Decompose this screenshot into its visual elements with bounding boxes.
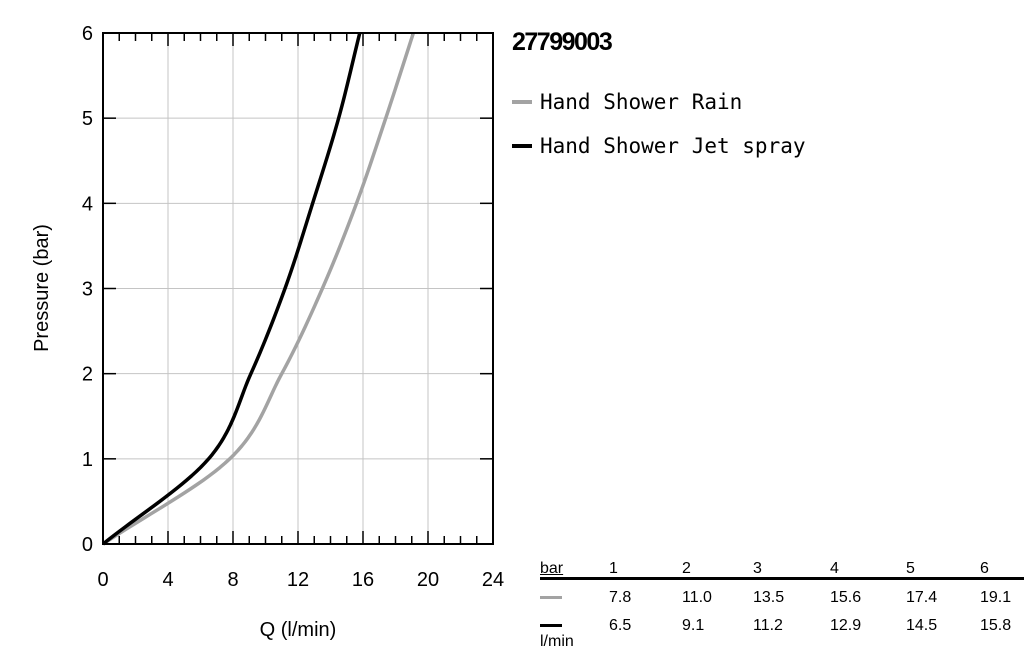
chart-legend: Hand Shower Rain Hand Shower Jet spray <box>512 88 806 176</box>
series-line-jet-spray <box>101 32 362 546</box>
y-tick-label: 2 <box>82 364 93 386</box>
plot-frame <box>102 32 494 545</box>
chart-grid <box>103 33 493 544</box>
x-tick-label: 0 <box>97 569 108 591</box>
x-tick-label: 20 <box>417 569 439 591</box>
table-cell: 14.5 <box>906 617 938 634</box>
y-tick-label: 6 <box>82 23 93 45</box>
legend-item-jet-spray: Hand Shower Jet spray <box>512 132 806 160</box>
table-column-header: 1 <box>609 560 618 577</box>
table-column-header: 4 <box>830 560 839 577</box>
chart-series <box>101 32 416 546</box>
legend-item-rain: Hand Shower Rain <box>512 88 806 116</box>
series-line-rain <box>102 32 416 546</box>
table-column-header: 2 <box>682 560 691 577</box>
y-tick-label: 1 <box>82 449 93 471</box>
table-cell: 11.2 <box>753 617 783 634</box>
table-cell: 17.4 <box>906 589 938 606</box>
y-tick-label: 3 <box>82 279 93 301</box>
table-column-header: 3 <box>753 560 762 577</box>
y-tick-label: 0 <box>82 534 93 556</box>
table-cell: 12.9 <box>830 617 862 634</box>
table-cell: 15.8 <box>980 617 1012 634</box>
flow-data-table: bar 1 2 3 4 5 6 7.8 11.0 13.5 15.6 17.4 19.1 6.5 9.1… <box>540 557 1024 651</box>
x-tick-label: 4 <box>162 569 173 591</box>
table-unit-label: l/min <box>540 633 574 650</box>
table-cell: 11.0 <box>682 589 712 606</box>
table-cell: 9.1 <box>682 617 705 634</box>
table-column-header: 6 <box>980 560 989 577</box>
table-column-header: 5 <box>906 560 915 577</box>
legend-label-rain: Hand Shower Rain <box>540 90 743 114</box>
y-tick-label: 5 <box>82 108 93 130</box>
table-cell: 15.6 <box>830 589 862 606</box>
table-row-swatch <box>540 624 562 627</box>
y-axis-label: Pressure (bar) <box>31 224 53 352</box>
x-tick-label: 12 <box>287 569 309 591</box>
x-tick-label: 8 <box>227 569 238 591</box>
y-tick-label: 4 <box>82 193 93 215</box>
legend-swatch-jet-spray <box>512 144 532 148</box>
table-cell: 6.5 <box>609 617 632 634</box>
x-axis-label: Q (l/min) <box>260 619 337 641</box>
table-rule <box>540 577 1024 580</box>
table-header-label: bar <box>540 560 564 577</box>
x-tick-label: 24 <box>482 569 504 591</box>
table-cell: 19.1 <box>980 589 1012 606</box>
legend-label-jet-spray: Hand Shower Jet spray <box>540 134 806 158</box>
table-cell: 7.8 <box>609 589 632 606</box>
product-code-title: 27799003 <box>512 28 613 56</box>
table-cell: 13.5 <box>753 589 785 606</box>
x-tick-label: 16 <box>352 569 374 591</box>
legend-swatch-rain <box>512 100 532 104</box>
table-row-swatch <box>540 596 562 599</box>
